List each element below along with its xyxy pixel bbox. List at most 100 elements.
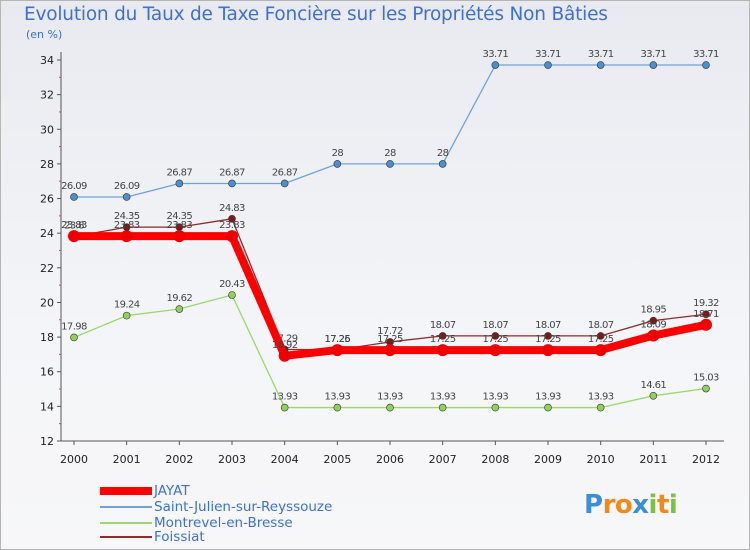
series-saint-julien-sur-reyssouze-data-label: 28	[437, 148, 449, 159]
y-tick-label: 16	[40, 366, 54, 379]
series-saint-julien-sur-reyssouze-data-label: 33.71	[483, 49, 509, 60]
series-montrevel-en-bresse-point	[596, 403, 605, 412]
series-foissiat-data-label: 17.29	[272, 333, 298, 344]
series-foissiat-point	[649, 316, 658, 325]
series-saint-julien-sur-reyssouze-point	[70, 193, 78, 201]
legend-swatch	[100, 522, 152, 524]
series-jayat-point	[173, 230, 186, 243]
y-tick-label: 26	[40, 193, 54, 206]
logo-letter: P	[584, 490, 603, 520]
series-foissiat-data-label: 19.32	[693, 298, 719, 309]
series-foissiat-point	[228, 215, 236, 223]
legend-label: Montrevel-en-Bresse	[154, 515, 293, 531]
series-jayat-data-label: 23.83	[219, 220, 245, 231]
series-jayat-data-label: 17.25	[483, 334, 509, 345]
series-saint-julien-sur-reyssouze-data-label: 26.87	[272, 167, 298, 178]
x-tick-label: 2004	[271, 453, 299, 466]
series-jayat-point	[647, 329, 660, 342]
series-montrevel-en-bresse-data-label: 13.93	[483, 392, 509, 403]
series-saint-julien-sur-reyssouze-data-label: 28	[332, 148, 344, 159]
series-jayat-point	[68, 230, 80, 243]
series-jayat-data-label: 16.92	[272, 340, 298, 351]
series-montrevel-en-bresse-data-label: 13.93	[535, 392, 561, 403]
series-foissiat-data-label: 18.07	[535, 320, 561, 331]
series-montrevel-en-bresse-point	[438, 403, 447, 412]
y-tick-label: 14	[40, 400, 54, 413]
series-jayat-point	[331, 344, 344, 357]
series-saint-julien-sur-reyssouze-point	[175, 179, 184, 188]
legend-swatch	[100, 487, 152, 495]
y-tick-label: 20	[40, 296, 54, 309]
y-tick-label: 34	[40, 54, 54, 67]
series-montrevel-en-bresse-point	[333, 403, 342, 412]
series-montrevel-en-bresse-data-label: 13.93	[588, 392, 614, 403]
series-saint-julien-sur-reyssouze-point	[596, 61, 605, 69]
series-foissiat-data-label: 24.35	[114, 211, 140, 222]
series-saint-julien-sur-reyssouze-data-label: 33.71	[535, 49, 561, 60]
legend-label: Foissiat	[154, 529, 205, 545]
series-jayat-data-label: 23.83	[114, 220, 140, 231]
series-foissiat-data-label: 18.07	[430, 320, 456, 331]
series-saint-julien-sur-reyssouze-point	[438, 160, 447, 168]
series-jayat-data-label: 18.09	[641, 320, 667, 331]
series-saint-julien-sur-reyssouze-point	[491, 61, 500, 69]
series-jayat-point	[436, 344, 449, 357]
legend-swatch	[100, 536, 152, 538]
series-jayat-data-label: 23.83	[61, 220, 87, 231]
series-montrevel-en-bresse-data-label: 17.98	[61, 321, 87, 332]
series-saint-julien-sur-reyssouze-point	[122, 193, 131, 201]
series-saint-julien-sur-reyssouze-point	[544, 61, 552, 69]
legend-swatch	[100, 506, 152, 508]
x-tick-label: 2000	[60, 453, 88, 466]
x-tick-label: 2010	[587, 453, 615, 466]
series-montrevel-en-bresse-point	[491, 403, 500, 412]
logo-letter: r	[602, 490, 616, 520]
y-tick-label: 28	[40, 158, 54, 171]
series-saint-julien-sur-reyssouze-data-label: 33.71	[641, 49, 667, 60]
series-saint-julien-sur-reyssouze-point	[280, 179, 289, 188]
series-foissiat-data-label: 17.72	[377, 326, 403, 337]
x-tick-label: 2008	[481, 453, 509, 466]
series-montrevel-en-bresse-point	[280, 403, 289, 412]
series-montrevel-en-bresse-data-label: 19.24	[114, 300, 140, 311]
series-montrevel-en-bresse-data-label: 19.62	[167, 293, 193, 304]
x-tick-label: 2007	[429, 453, 457, 466]
series-montrevel-en-bresse-point	[386, 403, 394, 412]
legend-label: Saint-Julien-sur-Reyssouze	[154, 499, 333, 515]
series-foissiat-data-label: 23.8	[64, 221, 84, 232]
series-jayat-data-label: 17.25	[325, 334, 351, 345]
series-foissiat-data-label: 17.26	[325, 334, 351, 345]
series-jayat-point	[278, 349, 291, 362]
x-tick-label: 2011	[639, 453, 667, 466]
series-montrevel-en-bresse-data-label: 13.93	[377, 392, 403, 403]
series-foissiat-point	[491, 332, 500, 340]
series-foissiat-point	[544, 332, 552, 340]
series-montrevel-en-bresse-data-label: 20.43	[219, 279, 245, 290]
series-jayat-point	[120, 230, 133, 243]
legend-label: JAYAT	[154, 483, 190, 499]
series-foissiat-data-label: 18.07	[588, 320, 614, 331]
series-saint-julien-sur-reyssouze-data-label: 26.87	[219, 167, 245, 178]
logo-letter: t	[656, 490, 669, 520]
series-montrevel-en-bresse-data-label: 14.61	[641, 380, 667, 391]
series-jayat-point	[489, 344, 502, 357]
series-montrevel-en-bresse-point	[175, 305, 184, 313]
y-tick-label: 32	[40, 89, 54, 102]
series-foissiat-data-label: 18.07	[483, 320, 509, 331]
logo-letter: i	[668, 490, 678, 520]
x-tick-label: 2012	[692, 453, 720, 466]
series-foissiat-point	[702, 310, 710, 319]
proxiti-logo: Proxiti	[584, 490, 678, 520]
logo-letter: i	[648, 490, 658, 520]
y-tick-label: 18	[40, 331, 54, 344]
series-montrevel-en-bresse-point	[649, 391, 658, 400]
x-tick-label: 2006	[376, 453, 404, 466]
x-tick-label: 2002	[165, 453, 193, 466]
series-jayat-point	[594, 344, 607, 357]
series-saint-julien-sur-reyssouze-data-label: 33.71	[588, 49, 614, 60]
series-saint-julien-sur-reyssouze-point	[228, 179, 236, 188]
series-foissiat-data-label: 24.83	[219, 203, 245, 214]
y-tick-label: 22	[40, 262, 54, 275]
series-jayat-data-label: 17.25	[430, 334, 456, 345]
